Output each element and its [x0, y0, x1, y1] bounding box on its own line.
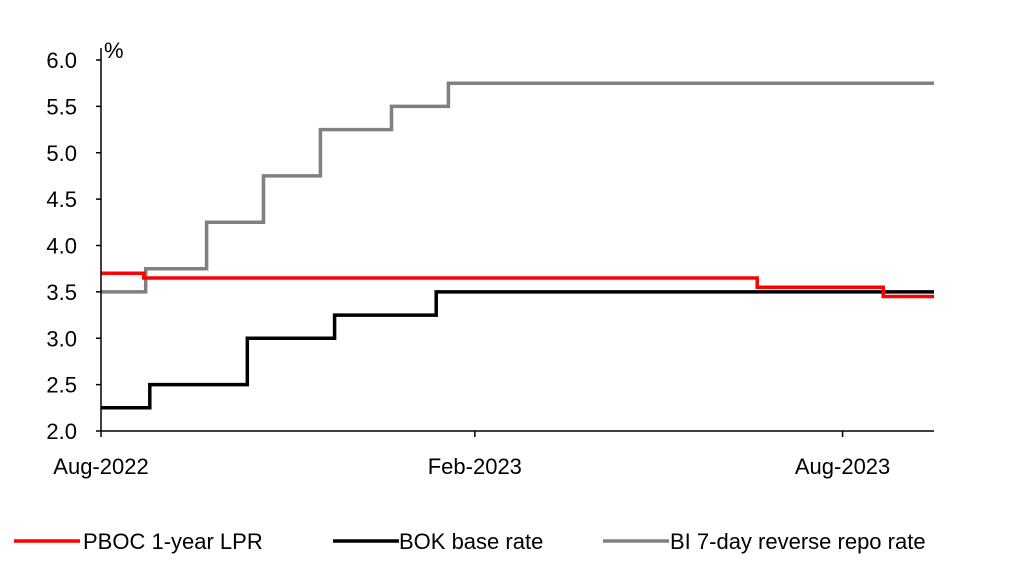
- y-tick-label: 2.5: [46, 373, 77, 398]
- legend-label: BOK base rate: [399, 529, 543, 554]
- y-axis-unit-label: %: [104, 38, 124, 63]
- legend-label: PBOC 1-year LPR: [83, 529, 263, 554]
- series-line-pboc-1-year-lpr: [101, 271, 934, 299]
- y-tick-label: 4.5: [46, 187, 77, 212]
- x-tick-label: Feb-2023: [428, 454, 522, 479]
- y-tick-label: 5.0: [46, 141, 77, 166]
- x-tick-label: Aug-2022: [53, 454, 148, 479]
- x-tick-label: Aug-2023: [795, 454, 890, 479]
- y-tick-label: 3.5: [46, 280, 77, 305]
- y-tick-label: 2.0: [46, 419, 77, 444]
- y-tick-label: 5.5: [46, 94, 77, 119]
- legend: PBOC 1-year LPR BOK base rate BI 7-day rev…: [14, 529, 926, 554]
- legend-label: BI 7-day reverse repo rate: [670, 529, 926, 554]
- y-tick-label: 6.0: [46, 48, 77, 73]
- series-line-bi-7-day-reverse-repo-rate: [101, 81, 934, 294]
- series-line-bok-base-rate: [101, 290, 934, 410]
- y-tick-label: 4.0: [46, 234, 77, 259]
- y-tick-label: 3.0: [46, 326, 77, 351]
- series-layer: [101, 81, 934, 410]
- axes-layer: 2.0 2.5 3.0 3.5 4.0 4.5 5.0 5.5 6.0 Aug-2022 Feb-2…: [46, 48, 934, 479]
